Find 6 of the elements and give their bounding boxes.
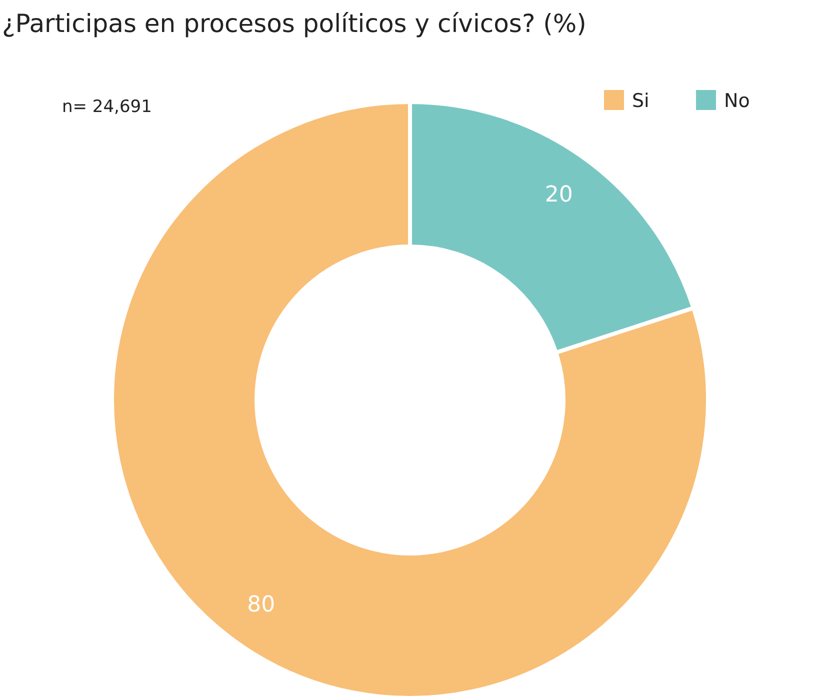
- chart-title: ¿Participas en procesos políticos y cívicos? (%): [2, 9, 586, 38]
- legend-label: Si: [632, 90, 650, 112]
- data-label: 80: [247, 592, 276, 618]
- text: n= 24,691: [62, 97, 152, 117]
- data-label: 20: [544, 182, 573, 208]
- legend-label: No: [724, 90, 750, 112]
